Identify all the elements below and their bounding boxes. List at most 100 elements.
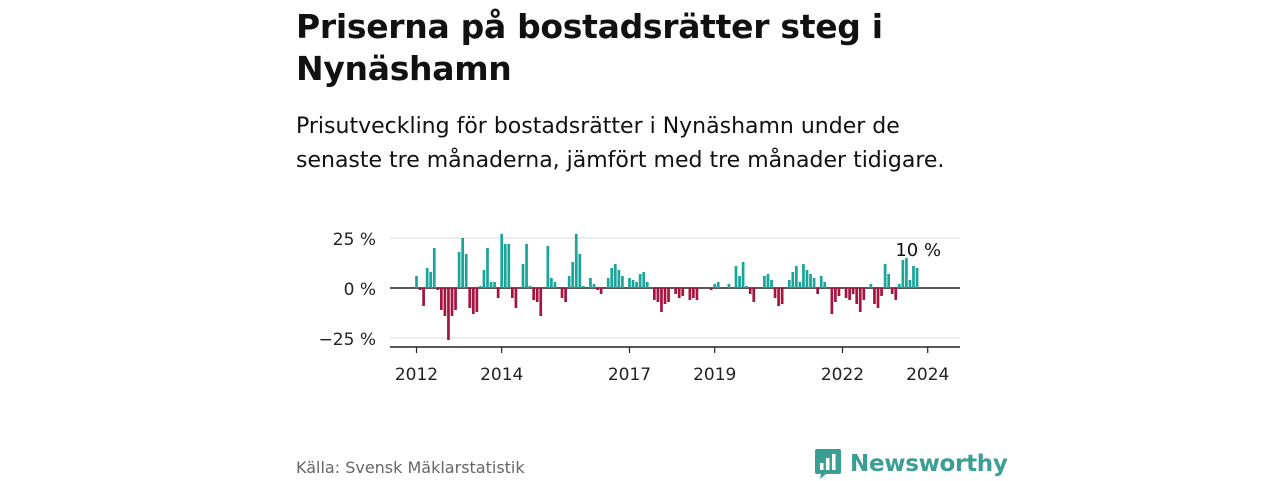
data-bar bbox=[457, 252, 461, 288]
data-bar bbox=[880, 288, 883, 296]
data-bar bbox=[727, 284, 731, 288]
data-bar bbox=[763, 276, 766, 288]
data-bar bbox=[660, 288, 663, 312]
data-bar bbox=[869, 284, 873, 288]
data-bar bbox=[415, 276, 418, 288]
data-bar bbox=[447, 288, 450, 340]
data-bar bbox=[422, 288, 425, 306]
data-bar bbox=[514, 288, 518, 308]
chart-card: Priserna på bostadsrätter steg i Nynäsha… bbox=[296, 0, 1008, 480]
data-bar bbox=[571, 262, 575, 288]
data-bar bbox=[468, 288, 472, 308]
source-note: Källa: Svensk Mäklarstatistik bbox=[296, 458, 525, 477]
data-bar bbox=[887, 274, 890, 288]
data-bar bbox=[681, 288, 685, 296]
data-bar bbox=[511, 288, 514, 298]
data-bar bbox=[560, 288, 564, 298]
data-bar bbox=[837, 288, 841, 296]
y-tick-label: 0 % bbox=[344, 280, 376, 300]
data-bar bbox=[795, 266, 798, 288]
data-bar bbox=[617, 270, 621, 288]
data-bar bbox=[692, 288, 695, 298]
data-bar bbox=[876, 288, 880, 308]
data-bar bbox=[855, 288, 859, 304]
data-bar bbox=[663, 288, 667, 304]
latest-value-label: 10 % bbox=[895, 240, 941, 261]
data-bar bbox=[610, 268, 614, 288]
data-bar bbox=[599, 288, 603, 294]
data-bar bbox=[823, 282, 827, 288]
data-bar bbox=[791, 272, 795, 288]
y-tick-label: 25 % bbox=[333, 230, 376, 250]
data-bar bbox=[486, 248, 489, 288]
data-bar bbox=[745, 286, 748, 288]
data-bar bbox=[528, 286, 532, 288]
x-tick-label: 2024 bbox=[906, 365, 949, 385]
data-bar bbox=[574, 234, 578, 288]
data-bar bbox=[582, 286, 585, 288]
y-tick-label: −25 % bbox=[319, 330, 376, 350]
data-bar bbox=[550, 278, 553, 288]
data-bar bbox=[635, 282, 638, 288]
data-bar bbox=[606, 278, 610, 288]
data-bar bbox=[716, 282, 720, 288]
data-bar bbox=[489, 282, 493, 288]
data-bar bbox=[912, 266, 915, 288]
brand-name: Newsworthy bbox=[850, 451, 1008, 477]
data-bar bbox=[432, 248, 436, 288]
data-bar bbox=[653, 288, 656, 300]
data-bar bbox=[901, 260, 905, 288]
data-bar bbox=[890, 288, 894, 294]
data-bar bbox=[628, 278, 631, 288]
data-bar bbox=[482, 270, 486, 288]
data-bar bbox=[844, 288, 848, 298]
data-bar bbox=[507, 244, 511, 288]
data-bar bbox=[883, 264, 887, 288]
data-bar bbox=[496, 288, 500, 298]
data-bar bbox=[656, 288, 660, 302]
data-bar bbox=[418, 288, 422, 290]
data-bar bbox=[741, 262, 745, 288]
data-bar bbox=[493, 282, 496, 288]
data-bar bbox=[915, 268, 919, 288]
data-bar bbox=[631, 280, 635, 288]
data-bar bbox=[848, 288, 851, 300]
data-bar bbox=[688, 288, 692, 300]
data-bar bbox=[816, 288, 819, 294]
data-bar bbox=[709, 288, 713, 290]
data-bar bbox=[450, 288, 454, 316]
data-bar bbox=[674, 288, 677, 294]
data-bar bbox=[578, 254, 582, 288]
data-bar bbox=[695, 288, 699, 300]
data-bar bbox=[500, 234, 504, 288]
data-bar bbox=[638, 274, 642, 288]
data-bar bbox=[539, 288, 543, 316]
data-bar bbox=[464, 254, 468, 288]
data-bar bbox=[535, 288, 539, 302]
x-tick-label: 2019 bbox=[693, 365, 736, 385]
x-tick-label: 2017 bbox=[608, 365, 651, 385]
data-bar bbox=[567, 276, 571, 288]
data-bar bbox=[596, 288, 599, 290]
data-bar bbox=[780, 288, 784, 304]
data-bar bbox=[809, 274, 812, 288]
data-bar bbox=[521, 264, 525, 288]
data-bar bbox=[766, 274, 770, 288]
data-bar bbox=[454, 288, 457, 310]
data-bar bbox=[479, 286, 482, 288]
data-bar bbox=[440, 288, 443, 310]
data-bar bbox=[777, 288, 780, 306]
data-bar bbox=[475, 288, 479, 312]
data-bar bbox=[798, 282, 802, 288]
data-bar bbox=[525, 244, 528, 288]
data-bar bbox=[589, 278, 592, 288]
data-bar bbox=[621, 276, 624, 288]
data-bar bbox=[461, 238, 464, 288]
data-bar bbox=[592, 284, 596, 288]
data-bar bbox=[830, 288, 834, 314]
data-bar bbox=[858, 288, 862, 312]
data-bar bbox=[812, 278, 816, 288]
data-bar bbox=[429, 272, 433, 288]
data-bar bbox=[553, 282, 557, 288]
data-bar bbox=[546, 246, 550, 288]
